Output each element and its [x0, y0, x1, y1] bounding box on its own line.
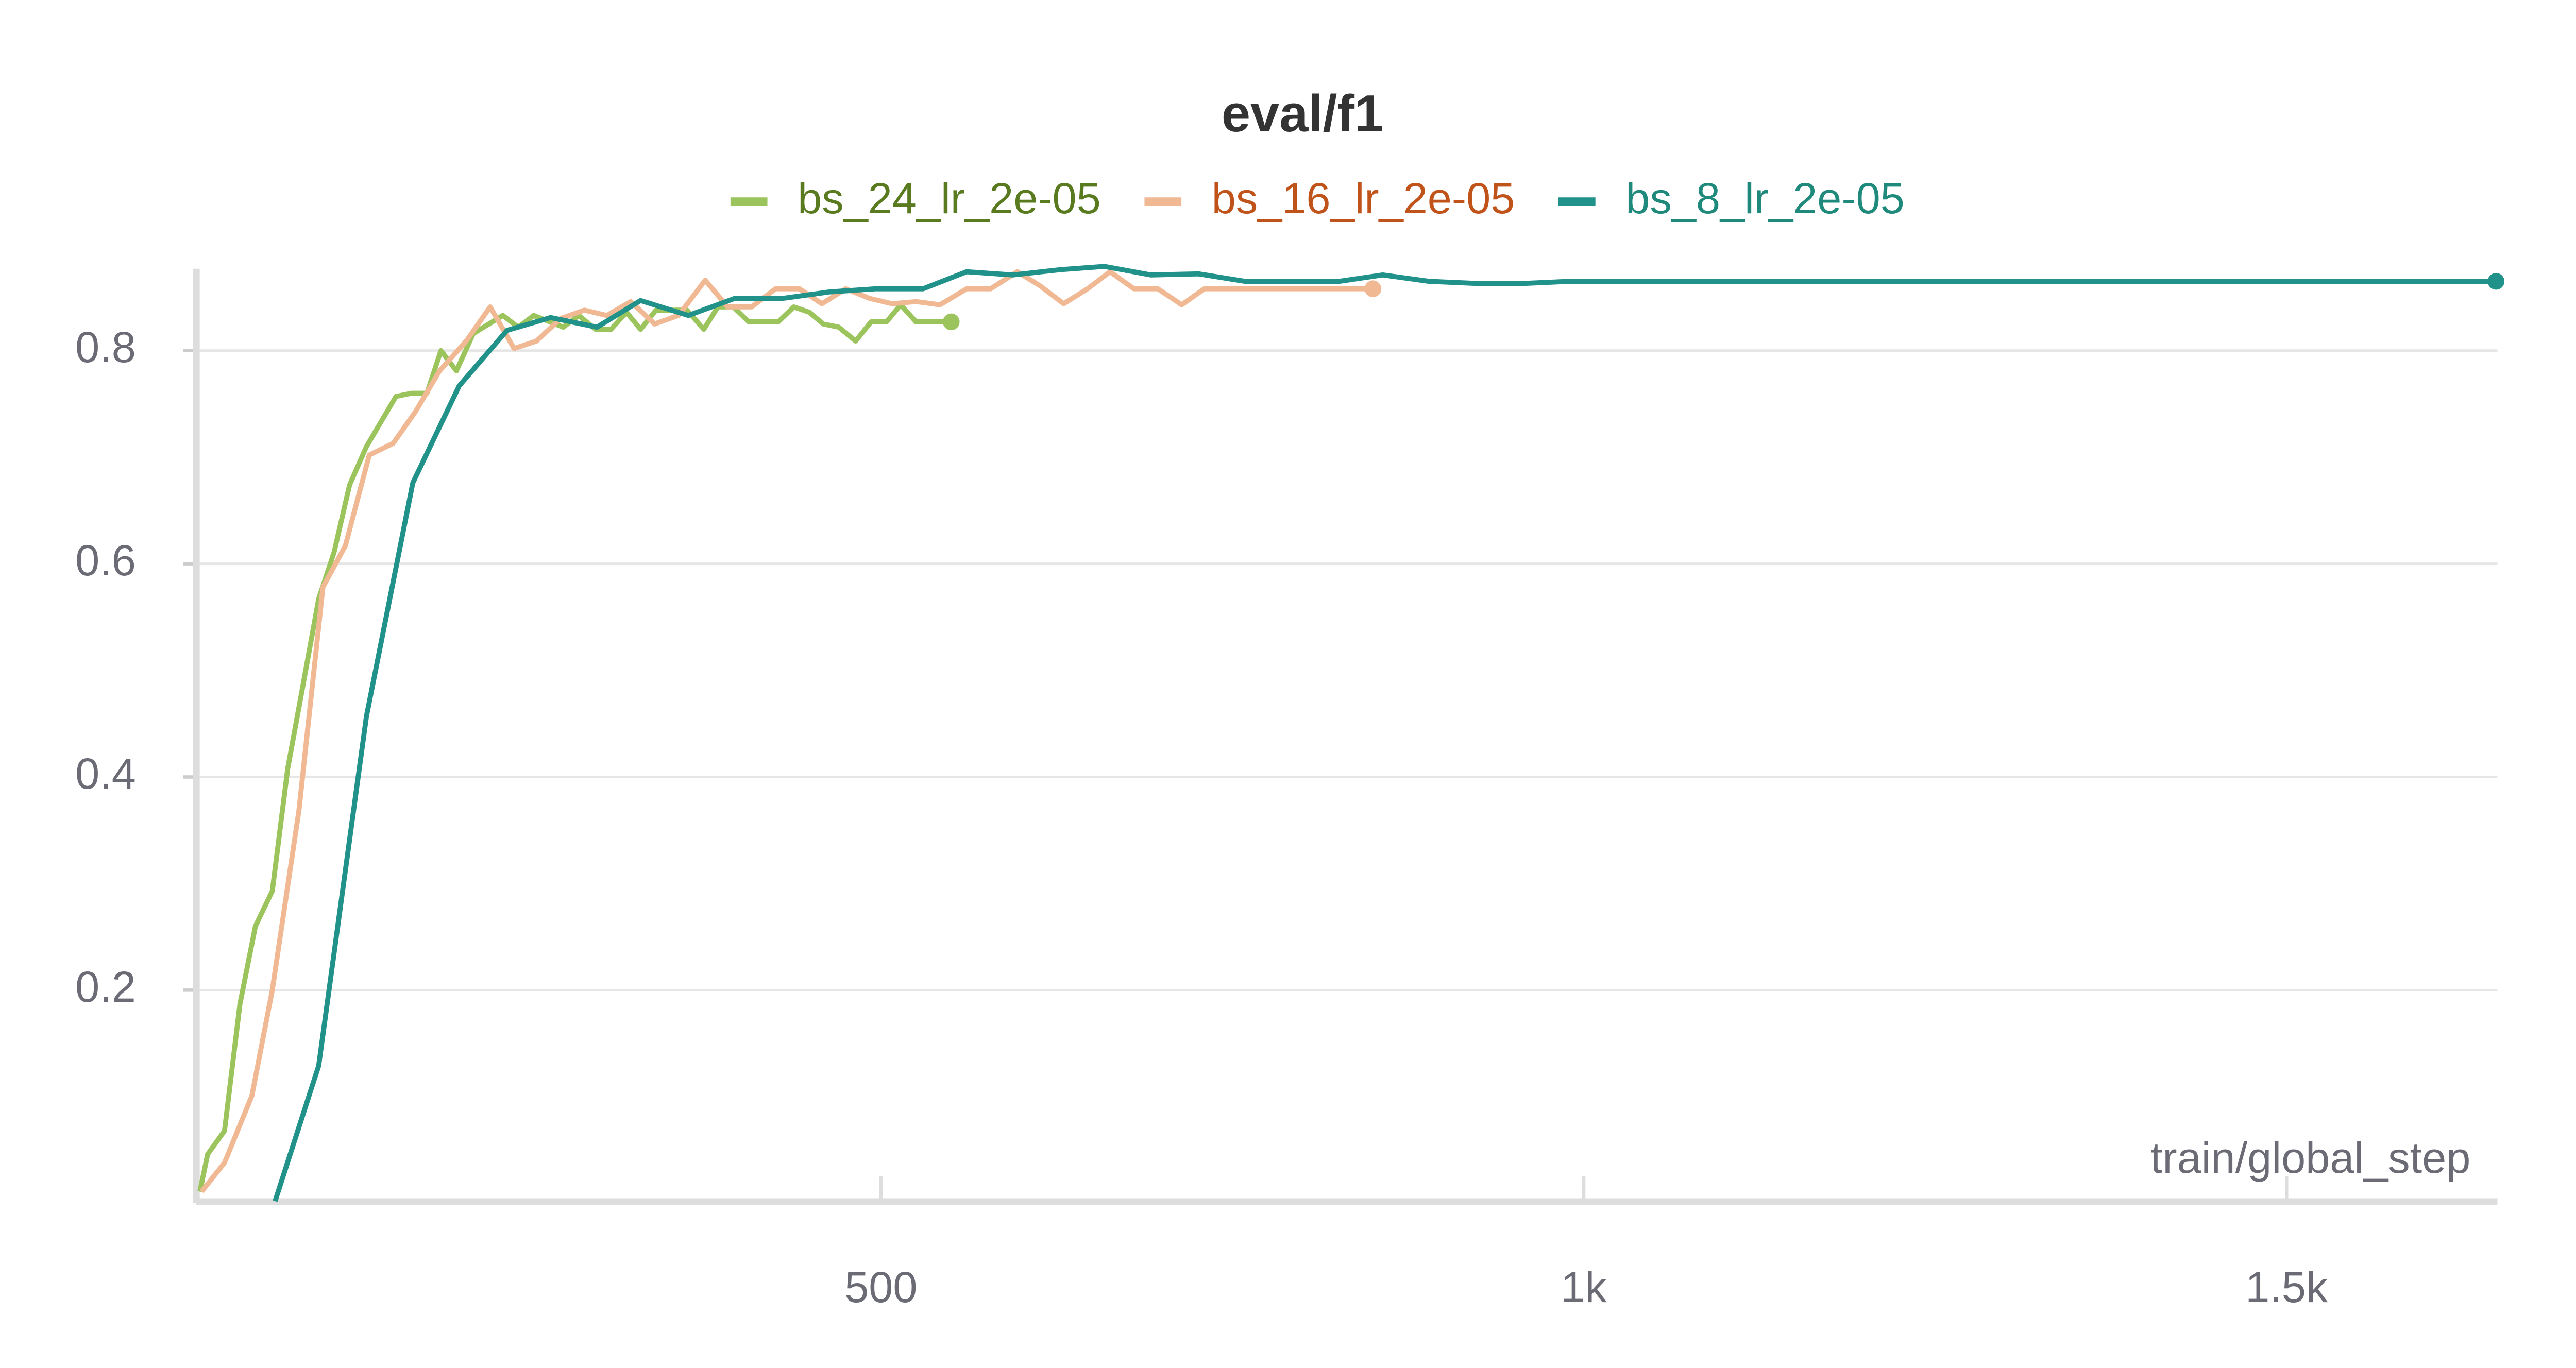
y-tick-label: 0.4 — [75, 749, 136, 798]
legend-label: bs_16_lr_2e-05 — [1212, 174, 1515, 223]
x-tick-label: 1k — [1561, 1262, 1607, 1311]
series-line — [197, 302, 952, 1192]
end-marker — [1364, 280, 1382, 298]
x-tick-label: 500 — [844, 1262, 917, 1311]
series-line — [273, 264, 2496, 1202]
series-line — [199, 269, 1373, 1193]
legend-label: bs_8_lr_2e-05 — [1625, 174, 1904, 223]
legend-label: bs_24_lr_2e-05 — [798, 174, 1101, 223]
y-tick-label: 0.6 — [75, 536, 136, 585]
x-tick-label: 1.5k — [2245, 1262, 2328, 1311]
end-marker — [943, 313, 960, 331]
legend: bs_24_lr_2e-05 bs_16_lr_2e-05 bs_8_lr_2e-0… — [730, 174, 1905, 223]
chart-title: eval/f1 — [1222, 85, 1383, 143]
end-marker — [2487, 272, 2505, 290]
y-tick-label: 0.2 — [75, 962, 136, 1011]
y-tick-label: 0.8 — [75, 322, 136, 371]
x-axis-label: train/global_step — [2150, 1133, 2470, 1182]
